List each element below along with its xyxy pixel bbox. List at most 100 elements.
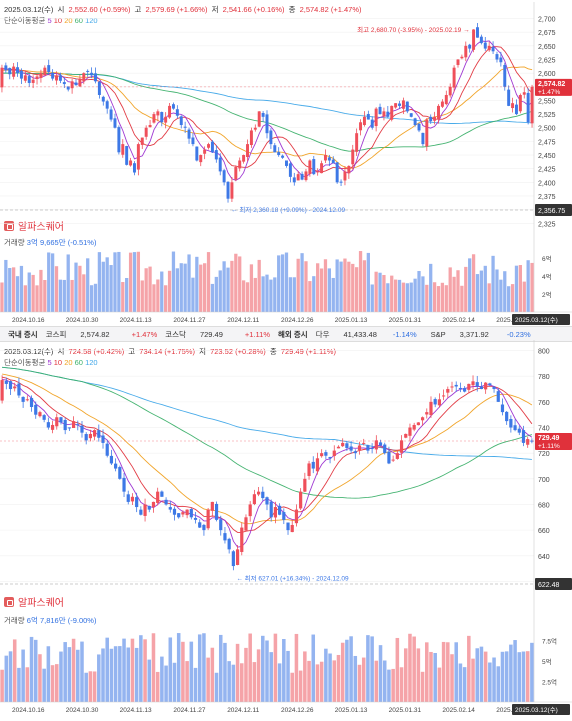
volume-bar [499,279,503,312]
top-ma-legend[interactable]: 단순이동평균 5 10 20 60 120 [4,15,98,26]
candle [355,133,359,152]
candle [71,421,76,429]
candle [97,430,101,438]
candle [513,425,517,431]
volume-bar [82,274,86,312]
candle [499,57,503,63]
candle [307,463,311,476]
candle [425,119,429,147]
volume-bar [420,671,425,702]
bottom-ma-legend[interactable]: 단순이동평균 5 10 20 60 120 [4,357,98,368]
volume-bar [395,637,400,702]
volume-bar [284,252,289,312]
candle [472,29,476,50]
volume-bar [432,282,437,312]
y-tick-label: 2,550 [538,98,556,105]
x-tick-label: 2025.02.14 [442,317,475,324]
candle [80,425,84,433]
candle [456,59,460,65]
candle [366,114,370,120]
candle [94,73,97,82]
candle [132,163,136,173]
candle [320,453,324,457]
volume-bar [308,281,312,312]
candle [394,103,398,108]
top-high: 2,579.69 (+1.66%) [145,5,208,14]
volume-bar [440,282,445,312]
volume-bar [286,650,290,702]
candle [207,144,211,148]
candle [227,538,231,550]
volume-bar [382,274,386,312]
candle [492,386,496,390]
snp-label[interactable]: S&P [430,329,446,339]
volume-bar [483,651,488,702]
volume-bar [483,265,487,312]
volume-bar [50,253,55,312]
volume-bar [437,667,442,702]
kospi-label[interactable]: 코스피 [45,329,67,339]
y-tick-label: 2,325 [538,221,556,228]
volume-bar [378,272,382,312]
close-label: 종 [269,347,277,356]
candle [203,149,207,154]
bottom-brand: 알파스퀘어 [4,594,64,609]
volume-bar [328,653,332,702]
volume-bar [296,258,300,312]
volume-bar [471,254,476,312]
candle [198,522,202,528]
volume-bar [66,254,70,312]
volume-bar [429,651,433,702]
date-tag [512,314,570,325]
volume-bar [452,276,456,312]
candle [383,444,387,454]
candle [324,452,328,456]
candle [172,508,177,515]
candle [323,155,327,161]
candle [160,491,164,497]
volume-bar [319,661,324,702]
volume-bar [92,671,97,702]
candle [67,427,71,429]
volume-bar [122,638,126,702]
volume-bar [140,280,144,312]
volume-bar [331,277,335,312]
volume-bar [374,660,379,702]
kosdaq-chart[interactable]: 800780760740720700680660640620729.49+1.1… [0,340,572,721]
x-tick-label: 2024.12.26 [281,317,314,324]
candle [147,505,151,510]
dow-label[interactable]: 다우 [315,329,330,339]
candle [171,104,175,109]
top-brand-label: 알파스퀘어 [18,222,64,233]
x-tick-label: 2024.11.13 [120,707,152,714]
volume-bar [290,672,294,702]
volume-bar [181,641,185,702]
candle [347,165,351,174]
candle [19,70,23,79]
volume-bar [97,654,101,702]
kosdaq-label[interactable]: 코스닥 [165,329,186,339]
x-tick-label: 2024.10.16 [12,317,45,324]
top-low: 2,541.66 (+0.16%) [222,5,285,14]
volume-value: 3억 9,665만 (-0.51%) [26,238,97,247]
candle [88,433,92,439]
volume-bar [185,661,189,702]
candle [299,491,303,509]
volume-bar [495,269,499,312]
x-tick-label: 2024.10.30 [66,707,99,714]
volume-tick-label: 2억 [542,291,552,299]
volume-bar [374,271,378,312]
volume-bar [152,284,156,312]
candle [409,113,413,117]
volume-bar [496,666,501,702]
kospi-chart[interactable]: 2,7002,6752,6502,6252,6002,5752,5502,525… [0,0,572,326]
candle [366,445,370,451]
candle [66,86,70,90]
y-tick-label: 720 [538,451,550,458]
min-tag-value: 622.48 [538,582,560,589]
candle [285,160,288,166]
volume-bar [78,265,82,312]
volume-bar [27,272,31,312]
candle [505,411,509,422]
volume-bar [80,641,84,702]
